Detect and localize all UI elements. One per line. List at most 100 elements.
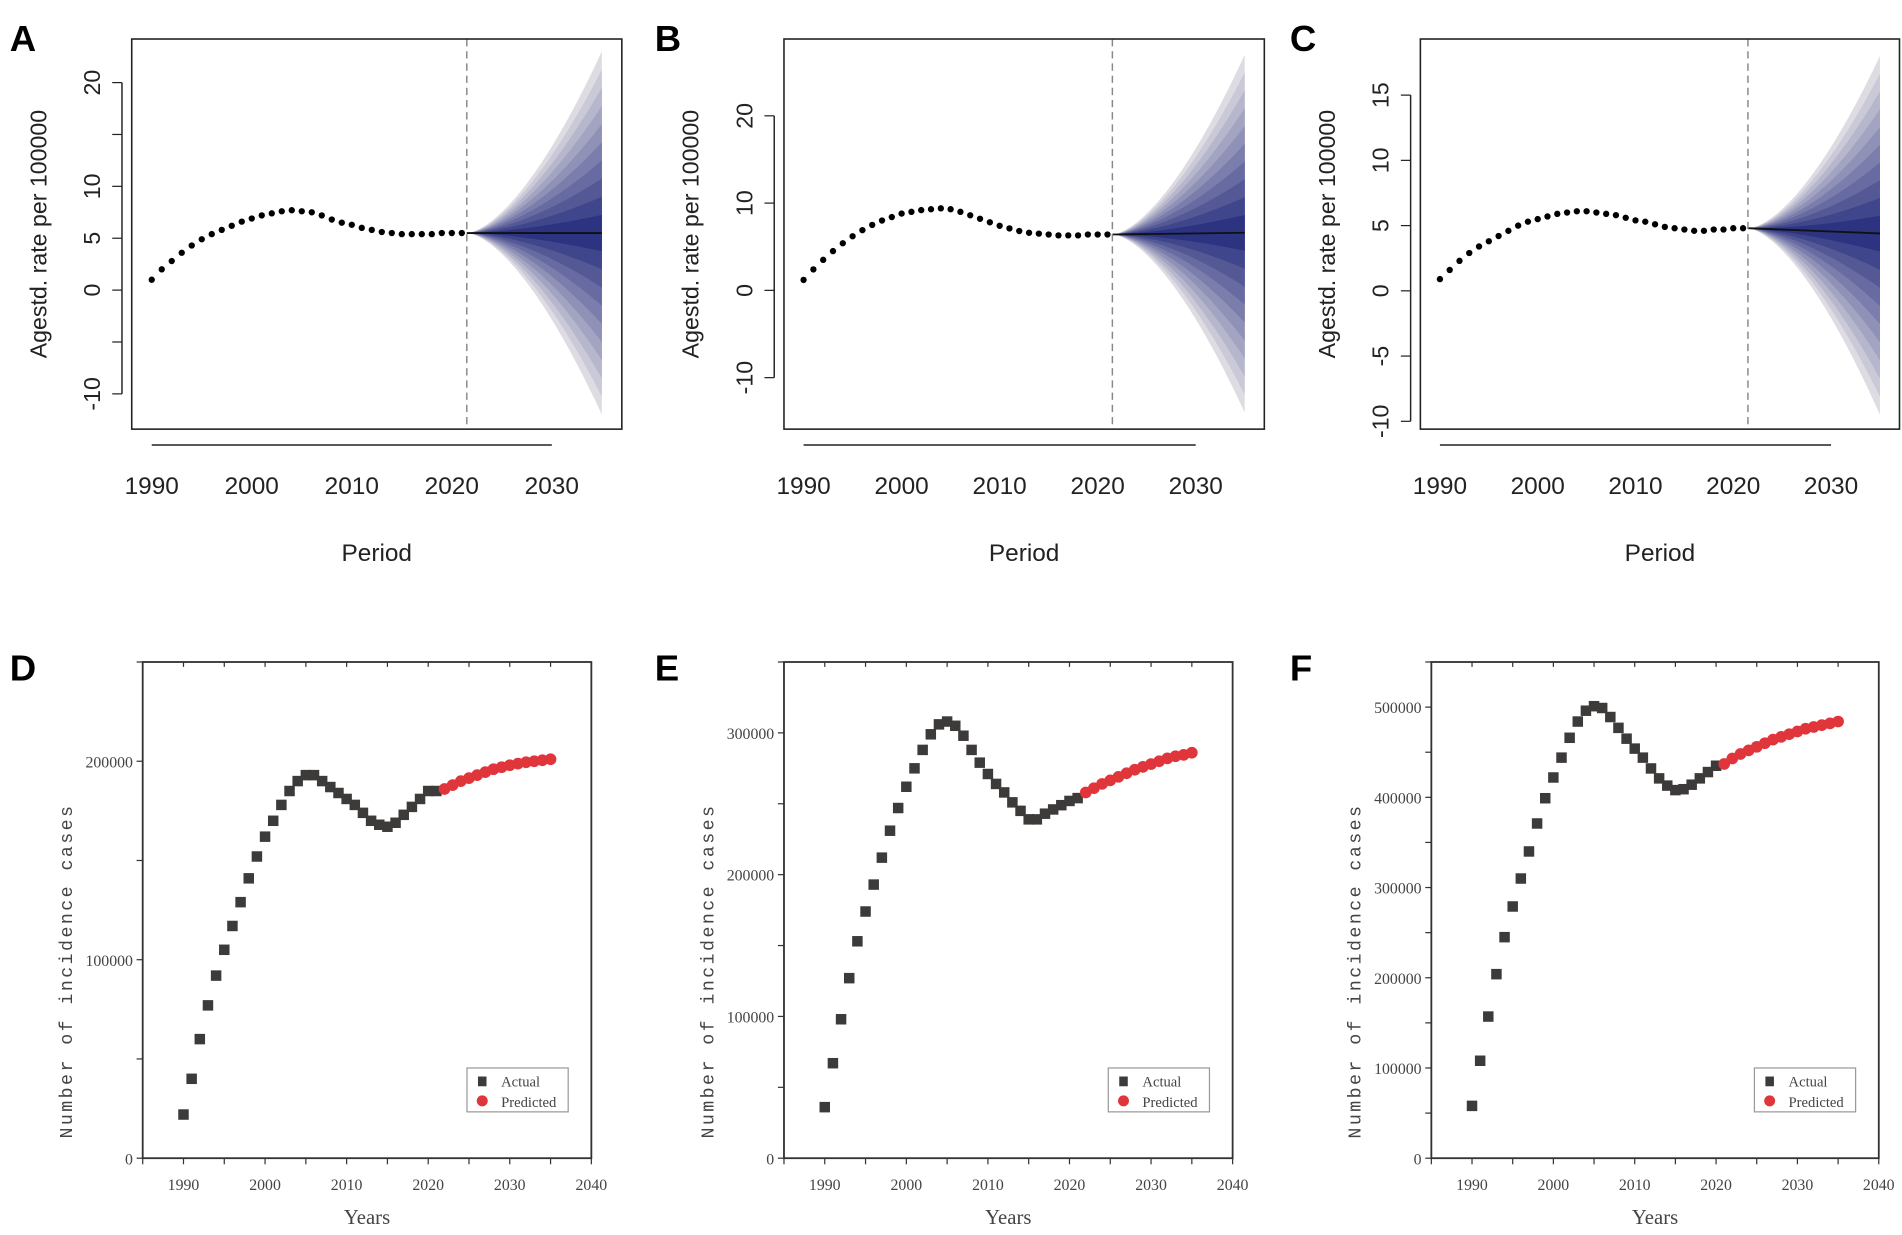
actual-point: [1596, 702, 1608, 714]
actual-point: [1645, 763, 1657, 774]
actual-point: [431, 785, 442, 797]
observed-point: [1065, 232, 1072, 239]
x-tick-label: 2020: [425, 473, 479, 500]
actual-point: [1047, 804, 1059, 815]
actual-point: [235, 896, 246, 908]
x-tick-label: 2000: [1511, 473, 1565, 500]
y-tick-label: 0: [1368, 284, 1394, 297]
actual-point: [349, 799, 361, 811]
forecast-mean-line: [1112, 231, 1245, 236]
actual-point: [1466, 1100, 1478, 1112]
x-tick-label: 2030: [1135, 1177, 1167, 1194]
y-tick-label: 200000: [85, 754, 133, 771]
observed-point: [1094, 231, 1101, 238]
y-tick-label: 100000: [1374, 1061, 1422, 1078]
y-tick-label: 15: [1368, 82, 1394, 108]
x-tick-label: 1990: [125, 473, 179, 500]
legend-actual-marker: [1765, 1076, 1774, 1087]
panel-label: C: [1290, 18, 1316, 59]
observed-point: [438, 229, 445, 237]
y-tick-label: 300000: [727, 726, 775, 743]
actual-point: [227, 920, 238, 932]
actual-point: [292, 775, 303, 787]
observed-point: [408, 230, 415, 238]
actual-point: [1710, 760, 1722, 771]
observed-point: [218, 226, 225, 234]
observed-point: [228, 222, 235, 229]
actual-point: [843, 972, 855, 984]
observed-point: [1700, 227, 1708, 234]
actual-point: [1678, 783, 1689, 795]
actual-point: [1056, 799, 1067, 811]
observed-point: [1006, 225, 1013, 232]
legend: Actual Predicted: [1753, 1067, 1857, 1113]
y-tick-label: 0: [79, 284, 105, 297]
observed-point: [198, 236, 205, 243]
x-axis-title: Period: [342, 540, 412, 567]
plot-frame: [783, 661, 1234, 1160]
y-tick-label: 500000: [1374, 700, 1422, 717]
actual-point: [1539, 792, 1551, 804]
observed-point: [1505, 227, 1512, 234]
y-tick-label: 300000: [1374, 881, 1422, 898]
forecast-mean-line: [1747, 227, 1880, 235]
actual-point: [210, 970, 222, 981]
observed-point: [1710, 226, 1717, 233]
observed-point: [328, 216, 335, 223]
actual-point: [1064, 795, 1075, 807]
x-tick-label: 2020: [1054, 1177, 1086, 1194]
plot-frame: [1430, 661, 1880, 1160]
actual-point: [950, 720, 961, 732]
observed-point: [188, 242, 195, 249]
observed-point: [1485, 238, 1492, 245]
actual-point: [1007, 797, 1018, 808]
x-tick-label: 2020: [412, 1177, 444, 1194]
actual-point: [1621, 733, 1632, 744]
x-tick-label: 2010: [972, 1177, 1004, 1194]
actual-point: [194, 1033, 206, 1045]
legend: Actual Predicted: [1107, 1067, 1211, 1113]
actual-point: [1499, 931, 1510, 943]
panel-d: D 1990 2000 2010 2020 2030 2040 Years 0 100000 200…: [10, 647, 607, 1229]
observed-point: [308, 209, 315, 216]
actual-point: [316, 775, 328, 787]
legend-predicted-label: Predicted: [501, 1095, 557, 1111]
y-tick-label: 20: [79, 70, 105, 96]
observed-point: [358, 224, 365, 232]
observed-point: [927, 206, 935, 213]
panel-label: E: [655, 647, 679, 688]
observed-point: [918, 206, 925, 214]
legend-actual-label: Actual: [1142, 1074, 1181, 1090]
actual-point: [243, 873, 254, 884]
actual-point: [998, 787, 1010, 798]
actual-point: [1072, 792, 1083, 804]
observed-point: [148, 276, 155, 283]
observed-point: [1475, 243, 1483, 250]
observed-point: [368, 226, 375, 234]
actual-point: [341, 793, 352, 805]
observed-point: [1495, 232, 1502, 240]
observed-point: [208, 230, 215, 238]
observed-point: [348, 221, 355, 228]
actual-point: [835, 1014, 847, 1025]
observed-point: [1104, 231, 1111, 238]
plot-frame: [130, 38, 623, 430]
x-tick-label: 1990: [1413, 473, 1467, 500]
x-tick-label: 1990: [168, 1177, 200, 1194]
y-tick-label: 400000: [1374, 790, 1422, 807]
x-tick-label: 2000: [1538, 1177, 1570, 1194]
panel-c: C 1990 2000 2010 2020 2030 Period -10 -5 0 5 10 15 Ag…: [1290, 18, 1901, 567]
actual-point: [357, 807, 369, 819]
actual-point: [267, 815, 279, 827]
observed-point: [1446, 266, 1453, 274]
legend-predicted-marker: [1118, 1095, 1129, 1107]
x-tick-label: 1990: [776, 473, 830, 500]
legend: Actual Predicted: [466, 1067, 569, 1113]
predicted-point: [1832, 715, 1844, 728]
actual-point: [398, 809, 409, 821]
panel-e: E 1990 2000 2010 2020 2030 2040 Years 0 100000 200…: [655, 647, 1249, 1229]
y-axis-title: Agestd. rate per 100000: [25, 110, 51, 358]
actual-point: [1039, 808, 1051, 819]
legend-predicted-label: Predicted: [1142, 1095, 1198, 1111]
